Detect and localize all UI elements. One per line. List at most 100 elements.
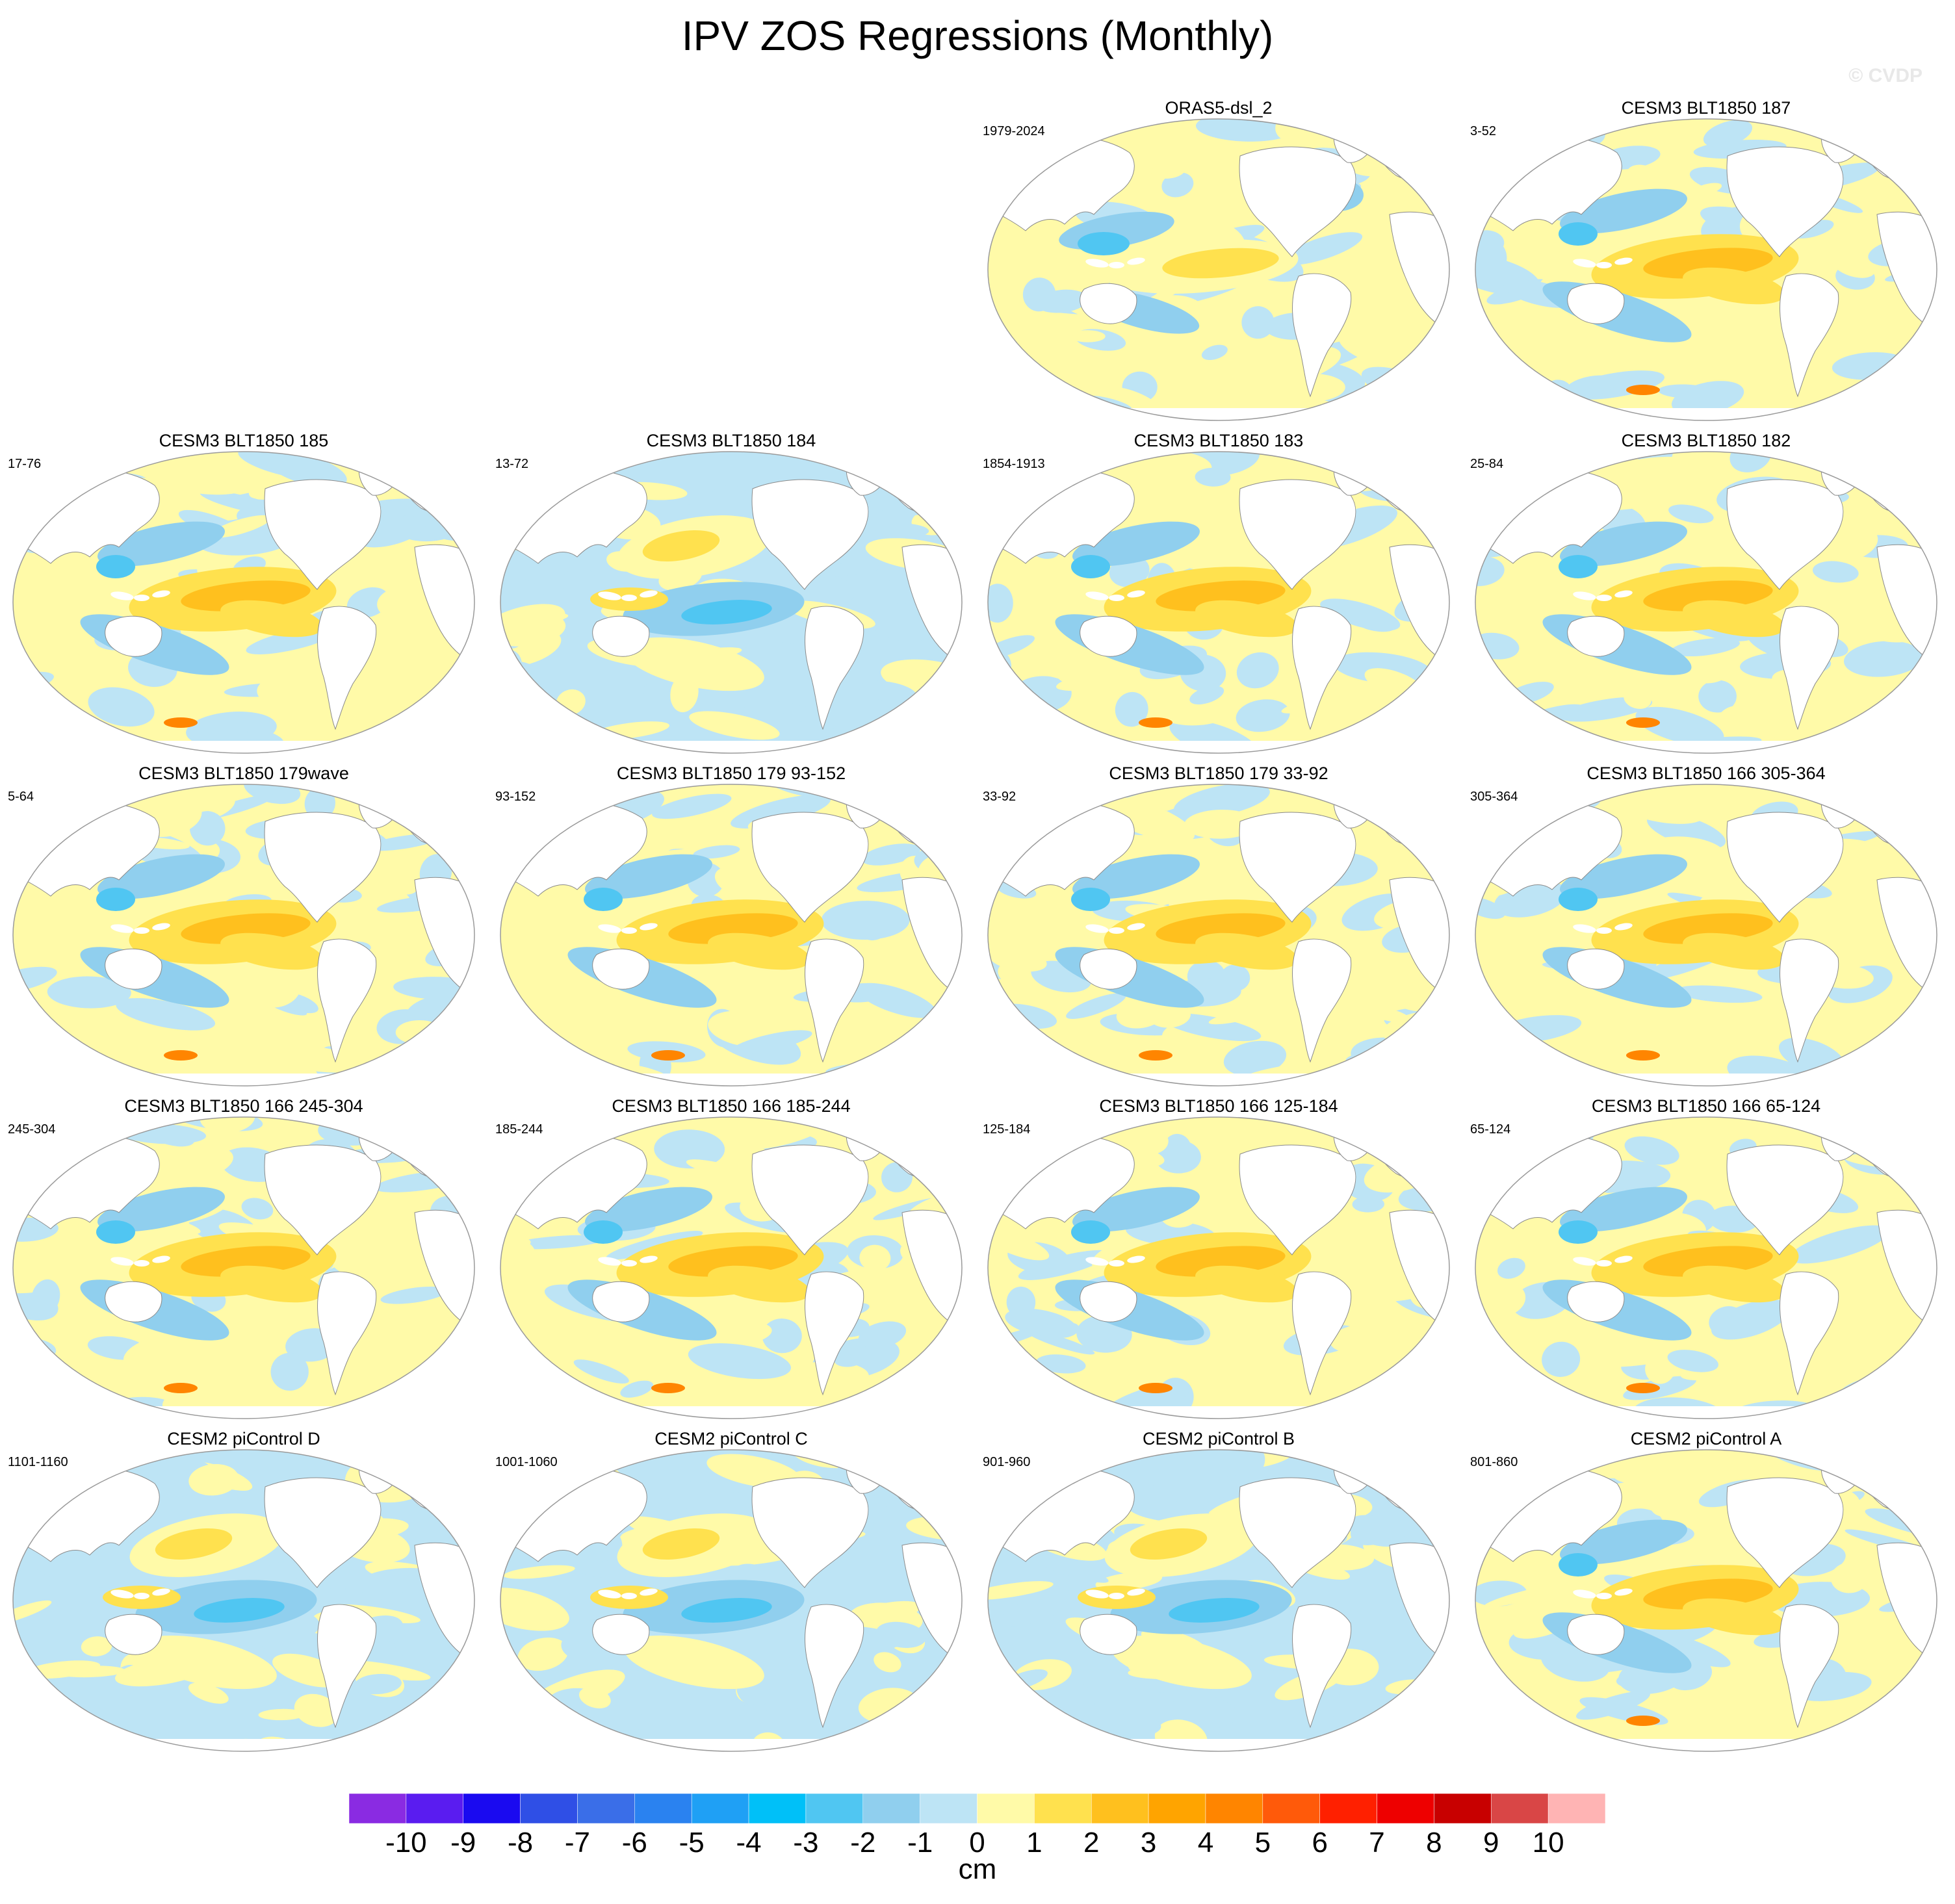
regression-map	[1475, 784, 1937, 1087]
colorbar-tick-label: 6	[1312, 1827, 1327, 1859]
panel-years: 1101-1160	[8, 1455, 68, 1469]
colorbar-swatch	[1319, 1793, 1377, 1824]
colorbar-swatch	[920, 1793, 978, 1824]
regression-map	[1475, 1116, 1937, 1419]
colorbar-swatch	[1377, 1793, 1434, 1824]
panel-title: CESM2 piControl C	[654, 1429, 808, 1448]
regression-map	[987, 1449, 1450, 1752]
colorbar-tick-label: 10	[1533, 1827, 1564, 1859]
colorbar-tick-label: 1	[1026, 1827, 1042, 1859]
regression-map	[500, 784, 963, 1087]
map-panel: CESM2 piControl D 1101-1160	[0, 1428, 487, 1756]
map-panel: CESM3 BLT1850 182 25-84	[1462, 430, 1950, 758]
colorbar-tick-label: -6	[622, 1827, 647, 1859]
panel-years: 65-124	[1470, 1122, 1511, 1137]
colorbar-swatch	[1205, 1793, 1263, 1824]
colorbar-swatch	[577, 1793, 635, 1824]
panel-title: CESM3 BLT1850 184	[646, 431, 816, 450]
panel-years: 901-960	[983, 1455, 1031, 1469]
map-panel: CESM3 BLT1850 187 3-52	[1462, 97, 1950, 426]
regression-map	[12, 1449, 475, 1752]
colorbar-tick-label: 5	[1255, 1827, 1271, 1859]
colorbar-swatch	[1034, 1793, 1092, 1824]
colorbar-swatch	[1148, 1793, 1206, 1824]
colorbar-tick-label: 4	[1198, 1827, 1213, 1859]
colorbar-tick-label: -8	[508, 1827, 533, 1859]
colorbar-swatch	[748, 1793, 807, 1824]
panel-title: CESM3 BLT1850 166 305-364	[1586, 764, 1826, 783]
map-panel: CESM3 BLT1850 166 65-124 65-124	[1462, 1096, 1950, 1424]
map-field	[13, 1450, 474, 1751]
colorbar-swatch	[348, 1793, 407, 1824]
colorbar-swatch	[1434, 1793, 1492, 1824]
colorbar-svg: -10 -9 -8 -7 -6 -5 -4 -3 -2 -1 0 1 2 3 4 5 6 7 8 9 10	[348, 1793, 1606, 1859]
colorbar-tick-label: 2	[1083, 1827, 1099, 1859]
colorbar-swatch	[520, 1793, 578, 1824]
map-field	[1475, 119, 1937, 420]
copyright-label: © CVDP	[1848, 65, 1923, 86]
colorbar-swatch	[406, 1793, 463, 1824]
regression-map	[1475, 1449, 1937, 1752]
panel-years: 245-304	[8, 1122, 56, 1137]
panel-years: 1001-1060	[495, 1455, 558, 1469]
panel-title: ORAS5-dsl_2	[1165, 98, 1273, 118]
panel-years: 1854-1913	[983, 457, 1045, 471]
regression-map	[987, 784, 1450, 1087]
colorbar-tick-label: 3	[1141, 1827, 1156, 1859]
colorbar-swatch	[862, 1793, 920, 1824]
panel-years: 125-184	[983, 1122, 1031, 1137]
map-panel: CESM3 BLT1850 166 245-304 245-304	[0, 1096, 487, 1424]
panel-title: CESM3 BLT1850 187	[1621, 98, 1791, 118]
panel-years: 93-152	[495, 790, 536, 804]
panel-years: 33-92	[983, 790, 1016, 804]
colorbar: -10 -9 -8 -7 -6 -5 -4 -3 -2 -1 0 1 2 3 4 5 6 7 8 9 10	[0, 1787, 1955, 1904]
colorbar-tick-label: -2	[850, 1827, 875, 1859]
map-panel: CESM3 BLT1850 179 33-92 33-92	[975, 763, 1462, 1091]
colorbar-swatch	[1547, 1793, 1606, 1824]
regression-map	[500, 1449, 963, 1752]
panel-title: CESM2 piControl B	[1142, 1429, 1295, 1448]
figure-title: IPV ZOS Regressions (Monthly)	[681, 12, 1274, 59]
panel-title: CESM3 BLT1850 166 125-184	[1099, 1096, 1338, 1116]
panel-grid: ORAS5-dsl_2 1979-2024 CESM3 BLT1850 187 3-5…	[0, 97, 1950, 1756]
colorbar-tick-label: -1	[907, 1827, 933, 1859]
panel-years: 801-860	[1470, 1455, 1518, 1469]
map-panel: CESM3 BLT1850 166 185-244 185-244	[487, 1096, 975, 1424]
panel-title: CESM3 BLT1850 179wave	[138, 764, 349, 783]
colorbar-swatch	[463, 1793, 521, 1824]
panel-years: 3-52	[1470, 124, 1497, 138]
regression-map	[12, 451, 475, 754]
panel-title: CESM3 BLT1850 166 185-244	[612, 1096, 851, 1116]
regression-map	[987, 1116, 1450, 1419]
colorbar-tick-label: -5	[679, 1827, 705, 1859]
regression-map	[500, 1116, 963, 1419]
map-panel: ORAS5-dsl_2 1979-2024	[975, 97, 1462, 426]
panel-title: CESM3 BLT1850 182	[1621, 431, 1791, 450]
colorbar-swatch	[1262, 1793, 1320, 1824]
colorbar-tick-label: -4	[736, 1827, 761, 1859]
panel-years: 17-76	[8, 457, 42, 471]
regression-map	[1475, 451, 1937, 754]
map-field	[988, 1117, 1449, 1419]
map-panel: CESM2 piControl C 1001-1060	[487, 1428, 975, 1756]
panel-years: 1979-2024	[983, 124, 1045, 138]
colorbar-swatch	[805, 1793, 864, 1824]
panel-title: CESM3 BLT1850 166 65-124	[1591, 1096, 1821, 1116]
panel-years: 305-364	[1470, 790, 1518, 804]
map-panel: CESM2 piControl B 901-960	[975, 1428, 1462, 1756]
colorbar-tick-label: -7	[565, 1827, 590, 1859]
panel-years: 185-244	[495, 1122, 543, 1137]
regression-map	[987, 118, 1450, 421]
regression-map	[1475, 118, 1937, 421]
colorbar-tick-label: -10	[385, 1827, 427, 1859]
colorbar-swatch	[1091, 1793, 1149, 1824]
map-panel: CESM3 BLT1850 166 125-184 125-184	[975, 1096, 1462, 1424]
panel-title: CESM3 BLT1850 166 245-304	[124, 1096, 363, 1116]
map-panel: CESM3 BLT1850 183 1854-1913	[975, 430, 1462, 758]
map-panel: CESM3 BLT1850 179 93-152 93-152	[487, 763, 975, 1091]
colorbar-unit: cm	[958, 1853, 997, 1885]
panel-years: 13-72	[495, 457, 529, 471]
map-panel: CESM2 piControl A 801-860	[1462, 1428, 1950, 1756]
regression-map	[500, 451, 963, 754]
panel-title: CESM2 piControl D	[167, 1429, 320, 1448]
